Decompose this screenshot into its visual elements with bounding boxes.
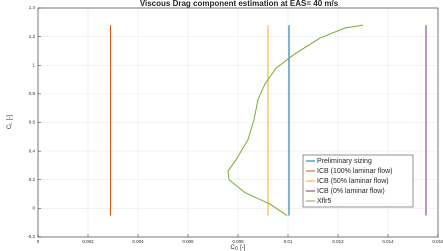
label-unit: [-] — [7, 115, 13, 121]
y-tick-label: 1.2 — [29, 34, 36, 39]
x-tick-label: 0.012 — [332, 239, 344, 244]
legend-label: ICB (100% laminar flow) — [317, 168, 392, 175]
y-tick-label: 1 — [32, 62, 35, 67]
y-tick-label: 0.6 — [29, 120, 36, 125]
axis-label: CL[-] — [7, 115, 13, 130]
y-tick-label: -0.2 — [27, 234, 35, 239]
y-tick-label: 0.4 — [29, 148, 36, 153]
label-sub: D — [235, 246, 239, 251]
y-tick-label: 1.4 — [29, 5, 36, 10]
y-tick-label: 0.8 — [29, 91, 36, 96]
chart-title: Viscous Drag component estimation at EAS… — [140, 0, 339, 8]
legend-box — [302, 154, 414, 208]
y-tick-label: 0 — [32, 206, 35, 211]
label-main: C — [231, 245, 236, 251]
x-tick-label: 0.016 — [432, 239, 443, 244]
legend-label: Xflr5 — [317, 198, 332, 205]
label-unit: [-] — [240, 245, 246, 251]
x-tick-label: 0.002 — [82, 239, 94, 244]
x-tick-label: 0.01 — [284, 239, 293, 244]
x-tick-label: 0.006 — [182, 239, 194, 244]
label-main: C — [7, 124, 13, 129]
x-tick-label: 0.008 — [232, 239, 244, 244]
label-sub: L — [8, 122, 13, 125]
x-tick-label: 0 — [37, 239, 40, 244]
legend-label: ICB (50% laminar flow) — [317, 178, 389, 185]
x-tick-label: 0.014 — [382, 239, 394, 244]
legend-label: ICB (0% laminar flow) — [317, 188, 385, 195]
y-tick-label: 0.2 — [29, 177, 36, 182]
legend-label: Preliminary sizing — [317, 158, 372, 165]
series-line — [227, 24, 364, 216]
x-tick-label: 0.004 — [132, 239, 144, 244]
axis-label: CD [-] — [231, 245, 246, 251]
axes-box — [37, 7, 439, 238]
